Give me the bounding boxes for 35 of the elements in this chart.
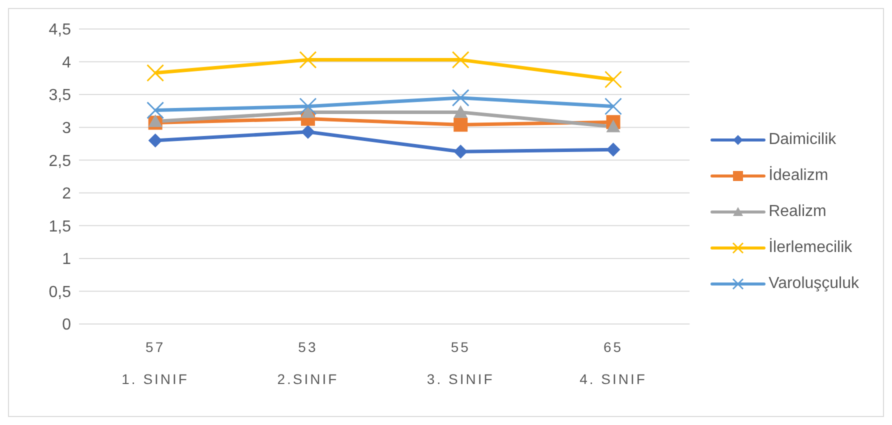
legend-label: Varoluşçuluk bbox=[768, 274, 859, 292]
y-tick-label: 3 bbox=[62, 120, 72, 138]
x-tick-label: 65 4. SINIF bbox=[580, 339, 647, 387]
point bbox=[454, 118, 468, 132]
y-tick-label: 0 bbox=[62, 316, 72, 334]
legend-label: İlerlemecilik bbox=[768, 238, 852, 256]
point bbox=[148, 133, 162, 148]
point bbox=[604, 98, 622, 116]
point bbox=[606, 120, 620, 132]
x-tick-label: 55 3. SINIF bbox=[426, 339, 494, 387]
y-tick-label: 0,5 bbox=[48, 284, 72, 301]
point bbox=[604, 70, 622, 88]
y-tick-label: 1 bbox=[62, 251, 72, 268]
point bbox=[300, 124, 315, 139]
point bbox=[146, 102, 164, 120]
x-tick-label: 57 1. SINIF bbox=[122, 339, 189, 387]
y-tick-label: 1,5 bbox=[48, 218, 72, 236]
point bbox=[606, 142, 620, 157]
point bbox=[454, 144, 468, 159]
legend-label: Daimicilik bbox=[768, 130, 836, 148]
legend-label: Realizm bbox=[768, 202, 826, 220]
y-tick-label: 2 bbox=[62, 186, 72, 203]
y-tick-label: 4 bbox=[62, 54, 72, 72]
y-tick-label: 4,5 bbox=[48, 22, 72, 39]
point bbox=[148, 114, 162, 128]
point bbox=[146, 64, 164, 82]
y-tick-label: 3,5 bbox=[48, 87, 72, 104]
point bbox=[454, 105, 468, 118]
x-tick-label: 53 2.SINIF bbox=[277, 339, 339, 387]
point bbox=[452, 51, 470, 69]
point bbox=[299, 51, 317, 69]
legend-label: İdealizm bbox=[768, 166, 828, 184]
point bbox=[452, 89, 470, 107]
y-tick-label: 2,5 bbox=[48, 152, 72, 170]
point bbox=[299, 98, 317, 116]
